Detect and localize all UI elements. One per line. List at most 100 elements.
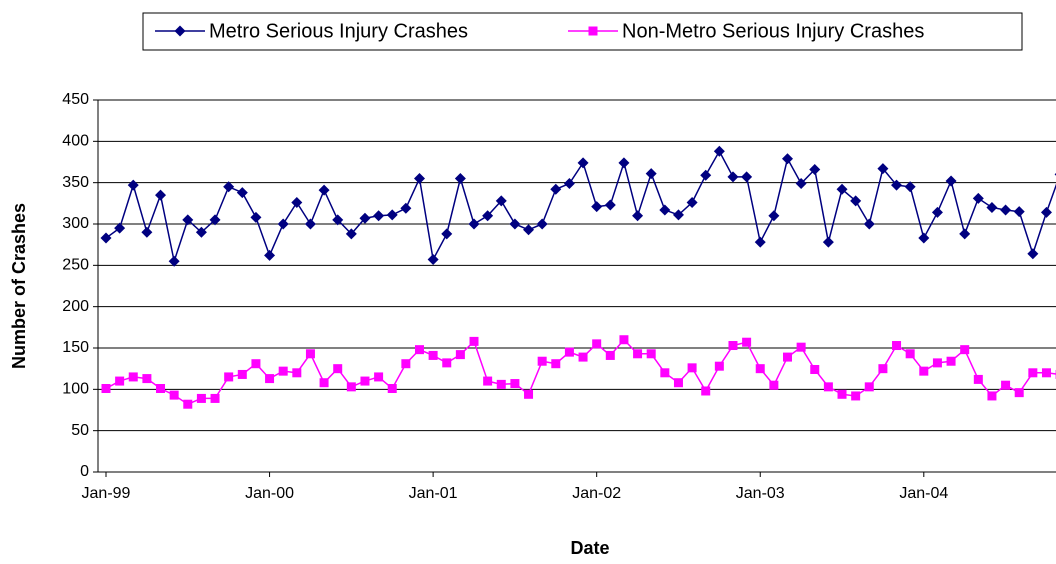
data-point	[101, 384, 111, 394]
data-point	[864, 382, 874, 392]
data-point	[782, 153, 793, 165]
data-point	[251, 359, 261, 369]
data-point	[441, 228, 453, 240]
data-point	[400, 202, 412, 214]
data-point	[1001, 380, 1011, 390]
y-tick-label: 0	[80, 463, 89, 480]
data-point	[536, 218, 548, 230]
data-point	[428, 350, 438, 360]
data-point	[713, 145, 725, 157]
data-point	[169, 390, 179, 400]
data-point	[822, 236, 834, 248]
data-point	[850, 195, 862, 207]
data-point	[836, 183, 848, 195]
x-tick-label: Jan-01	[409, 485, 458, 502]
data-point	[960, 345, 970, 355]
data-point	[115, 376, 125, 386]
data-point	[373, 210, 385, 222]
y-axis-title: Number of Crashes	[9, 203, 29, 369]
data-point	[851, 391, 861, 401]
data-point	[810, 364, 820, 374]
data-point	[892, 341, 902, 351]
data-point	[483, 376, 493, 386]
data-point	[878, 364, 888, 374]
data-point	[223, 181, 235, 193]
data-point	[468, 218, 480, 230]
data-point	[632, 210, 644, 222]
data-point	[318, 184, 330, 196]
data-point	[877, 163, 889, 175]
y-tick-label: 400	[62, 133, 89, 150]
data-point	[346, 382, 356, 392]
data-point	[195, 226, 207, 238]
y-tick-label: 200	[62, 298, 89, 315]
data-point	[931, 206, 943, 218]
data-point	[292, 368, 302, 378]
data-point	[687, 363, 697, 373]
data-point	[496, 379, 506, 389]
x-axis-title: Date	[570, 538, 609, 558]
data-point	[741, 171, 753, 183]
data-point	[919, 366, 929, 376]
data-point	[904, 181, 916, 193]
data-point	[537, 356, 547, 366]
data-point	[659, 204, 671, 216]
data-point	[1040, 206, 1052, 218]
data-point	[1041, 368, 1051, 378]
data-point	[454, 173, 466, 185]
data-point	[155, 189, 167, 201]
data-point	[973, 374, 983, 384]
data-point	[686, 197, 698, 209]
series-line	[105, 149, 1056, 265]
data-point	[672, 209, 684, 221]
data-point	[482, 210, 494, 222]
data-point	[742, 337, 752, 347]
y-tick-label: 100	[62, 381, 89, 398]
data-point	[1027, 248, 1039, 260]
data-point	[1013, 206, 1025, 218]
legend-marker	[588, 26, 598, 36]
data-point	[1014, 388, 1024, 398]
data-point	[523, 224, 535, 236]
data-point	[442, 358, 452, 368]
data-point	[619, 335, 629, 345]
data-point	[333, 364, 343, 374]
data-point	[673, 378, 683, 388]
data-point	[413, 173, 425, 185]
data-point	[592, 339, 602, 349]
x-tick-label: Jan-04	[899, 485, 948, 502]
data-point	[100, 232, 112, 244]
data-point	[495, 195, 507, 207]
data-point	[278, 366, 288, 376]
data-point	[455, 350, 465, 360]
legend-label: Non-Metro Serious Injury Crashes	[622, 20, 924, 42]
legend-marker	[174, 25, 186, 37]
data-point	[972, 192, 984, 204]
y-tick-label: 300	[62, 215, 89, 232]
data-point	[809, 163, 821, 175]
data-point	[250, 211, 262, 223]
data-point	[156, 384, 166, 394]
data-point	[945, 175, 957, 187]
data-point	[701, 386, 711, 396]
data-point	[660, 368, 670, 378]
data-point	[618, 157, 630, 169]
data-point	[386, 209, 398, 221]
data-point	[141, 226, 153, 238]
y-tick-label: 350	[62, 174, 89, 191]
data-point	[265, 374, 275, 384]
data-point	[769, 380, 779, 390]
data-point	[509, 218, 521, 230]
data-point	[783, 352, 792, 362]
data-point	[727, 171, 739, 183]
data-point	[305, 349, 315, 359]
data-point	[837, 389, 847, 399]
data-point	[374, 372, 384, 382]
data-point	[114, 222, 126, 234]
x-tick-label: Jan-00	[245, 485, 294, 502]
data-point	[360, 376, 370, 386]
data-point	[182, 214, 194, 226]
data-point	[577, 157, 589, 169]
data-point	[236, 187, 248, 199]
